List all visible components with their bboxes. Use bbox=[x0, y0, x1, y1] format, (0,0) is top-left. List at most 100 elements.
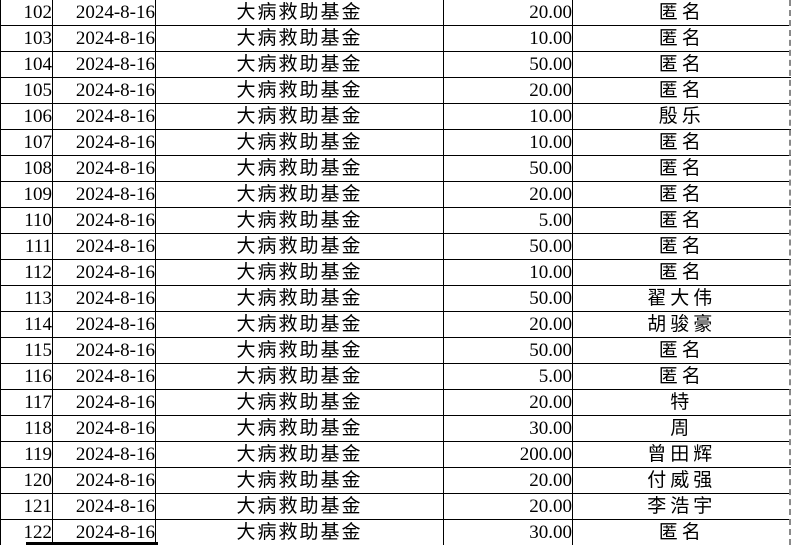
cell-donor[interactable]: 殷乐 bbox=[572, 103, 791, 130]
cell-date[interactable]: 2024-8-16 bbox=[52, 389, 156, 416]
cell-amount[interactable]: 10.00 bbox=[443, 103, 573, 130]
cell-fund[interactable]: 大病救助基金 bbox=[155, 51, 444, 78]
cell-fund[interactable]: 大病救助基金 bbox=[155, 103, 444, 130]
cell-donor[interactable]: 匿名 bbox=[572, 207, 791, 234]
cell-date[interactable]: 2024-8-16 bbox=[52, 259, 156, 286]
cell-fund[interactable]: 大病救助基金 bbox=[155, 233, 444, 260]
cell-donor[interactable]: 胡骏豪 bbox=[572, 311, 791, 338]
cell-id[interactable]: 117 bbox=[0, 389, 53, 416]
cell-date[interactable]: 2024-8-16 bbox=[52, 285, 156, 312]
cell-donor[interactable]: 匿名 bbox=[572, 77, 791, 104]
cell-id[interactable]: 114 bbox=[0, 311, 53, 338]
cell-fund[interactable]: 大病救助基金 bbox=[155, 259, 444, 286]
cell-amount[interactable]: 50.00 bbox=[443, 233, 573, 260]
cell-donor[interactable]: 匿名 bbox=[572, 259, 791, 286]
cell-date[interactable]: 2024-8-16 bbox=[52, 415, 156, 442]
cell-donor[interactable]: 匿名 bbox=[572, 181, 791, 208]
cell-fund[interactable]: 大病救助基金 bbox=[155, 493, 444, 520]
cell-date[interactable]: 2024-8-16 bbox=[52, 0, 156, 26]
cell-date[interactable]: 2024-8-16 bbox=[52, 51, 156, 78]
cell-donor[interactable]: 匿名 bbox=[572, 337, 791, 364]
cell-donor[interactable]: 曾田辉 bbox=[572, 441, 791, 468]
cell-donor[interactable]: 李浩宇 bbox=[572, 493, 791, 520]
cell-donor[interactable]: 匿名 bbox=[572, 233, 791, 260]
cell-amount[interactable]: 20.00 bbox=[443, 181, 573, 208]
cell-date[interactable]: 2024-8-16 bbox=[52, 441, 156, 468]
cell-amount[interactable]: 20.00 bbox=[443, 311, 573, 338]
cell-amount[interactable]: 20.00 bbox=[443, 0, 573, 26]
cell-amount[interactable]: 50.00 bbox=[443, 337, 573, 364]
cell-id[interactable]: 110 bbox=[0, 207, 53, 234]
cell-fund[interactable]: 大病救助基金 bbox=[155, 415, 444, 442]
cell-id[interactable]: 112 bbox=[0, 259, 53, 286]
cell-amount[interactable]: 30.00 bbox=[443, 519, 573, 545]
cell-id[interactable]: 111 bbox=[0, 233, 53, 260]
cell-id[interactable]: 108 bbox=[0, 155, 53, 182]
cell-fund[interactable]: 大病救助基金 bbox=[155, 77, 444, 104]
cell-fund[interactable]: 大病救助基金 bbox=[155, 207, 444, 234]
cell-id[interactable]: 104 bbox=[0, 51, 53, 78]
cell-amount[interactable]: 50.00 bbox=[443, 155, 573, 182]
cell-amount[interactable]: 50.00 bbox=[443, 51, 573, 78]
cell-id[interactable]: 118 bbox=[0, 415, 53, 442]
cell-donor[interactable]: 匿名 bbox=[572, 25, 791, 52]
cell-amount[interactable]: 20.00 bbox=[443, 493, 573, 520]
cell-amount[interactable]: 50.00 bbox=[443, 285, 573, 312]
cell-date[interactable]: 2024-8-16 bbox=[52, 337, 156, 364]
cell-fund[interactable]: 大病救助基金 bbox=[155, 441, 444, 468]
cell-amount[interactable]: 10.00 bbox=[443, 129, 573, 156]
cell-fund[interactable]: 大病救助基金 bbox=[155, 337, 444, 364]
cell-id[interactable]: 109 bbox=[0, 181, 53, 208]
cell-date[interactable]: 2024-8-16 bbox=[52, 493, 156, 520]
cell-amount[interactable]: 5.00 bbox=[443, 363, 573, 390]
cell-amount[interactable]: 200.00 bbox=[443, 441, 573, 468]
cell-id[interactable]: 120 bbox=[0, 467, 53, 494]
cell-date[interactable]: 2024-8-16 bbox=[52, 467, 156, 494]
cell-fund[interactable]: 大病救助基金 bbox=[155, 25, 444, 52]
cell-fund[interactable]: 大病救助基金 bbox=[155, 181, 444, 208]
cell-id[interactable]: 115 bbox=[0, 337, 53, 364]
cell-fund[interactable]: 大病救助基金 bbox=[155, 0, 444, 26]
cell-id[interactable]: 107 bbox=[0, 129, 53, 156]
cell-date[interactable]: 2024-8-16 bbox=[52, 77, 156, 104]
cell-fund[interactable]: 大病救助基金 bbox=[155, 519, 444, 545]
cell-donor[interactable]: 周 bbox=[572, 415, 791, 442]
cell-date[interactable]: 2024-8-16 bbox=[52, 363, 156, 390]
cell-fund[interactable]: 大病救助基金 bbox=[155, 363, 444, 390]
cell-donor[interactable]: 匿名 bbox=[572, 519, 791, 545]
cell-id[interactable]: 113 bbox=[0, 285, 53, 312]
cell-id[interactable]: 116 bbox=[0, 363, 53, 390]
cell-date[interactable]: 2024-8-16 bbox=[52, 103, 156, 130]
cell-date[interactable]: 2024-8-16 bbox=[52, 519, 156, 545]
cell-donor[interactable]: 匿名 bbox=[572, 363, 791, 390]
cell-id[interactable]: 119 bbox=[0, 441, 53, 468]
cell-donor[interactable]: 特 bbox=[572, 389, 791, 416]
cell-date[interactable]: 2024-8-16 bbox=[52, 129, 156, 156]
cell-amount[interactable]: 20.00 bbox=[443, 389, 573, 416]
cell-id[interactable]: 122 bbox=[0, 519, 53, 545]
cell-donor[interactable]: 翟大伟 bbox=[572, 285, 791, 312]
cell-fund[interactable]: 大病救助基金 bbox=[155, 285, 444, 312]
cell-fund[interactable]: 大病救助基金 bbox=[155, 467, 444, 494]
cell-amount[interactable]: 10.00 bbox=[443, 25, 573, 52]
cell-amount[interactable]: 5.00 bbox=[443, 207, 573, 234]
cell-date[interactable]: 2024-8-16 bbox=[52, 181, 156, 208]
cell-donor[interactable]: 匿名 bbox=[572, 129, 791, 156]
cell-donor[interactable]: 匿名 bbox=[572, 51, 791, 78]
cell-id[interactable]: 105 bbox=[0, 77, 53, 104]
cell-fund[interactable]: 大病救助基金 bbox=[155, 129, 444, 156]
cell-id[interactable]: 121 bbox=[0, 493, 53, 520]
cell-amount[interactable]: 30.00 bbox=[443, 415, 573, 442]
cell-fund[interactable]: 大病救助基金 bbox=[155, 311, 444, 338]
cell-date[interactable]: 2024-8-16 bbox=[52, 25, 156, 52]
cell-date[interactable]: 2024-8-16 bbox=[52, 155, 156, 182]
cell-id[interactable]: 106 bbox=[0, 103, 53, 130]
cell-amount[interactable]: 20.00 bbox=[443, 77, 573, 104]
cell-date[interactable]: 2024-8-16 bbox=[52, 311, 156, 338]
cell-date[interactable]: 2024-8-16 bbox=[52, 233, 156, 260]
cell-id[interactable]: 103 bbox=[0, 25, 53, 52]
cell-fund[interactable]: 大病救助基金 bbox=[155, 155, 444, 182]
cell-donor[interactable]: 付威强 bbox=[572, 467, 791, 494]
cell-date[interactable]: 2024-8-16 bbox=[52, 207, 156, 234]
cell-donor[interactable]: 匿名 bbox=[572, 155, 791, 182]
